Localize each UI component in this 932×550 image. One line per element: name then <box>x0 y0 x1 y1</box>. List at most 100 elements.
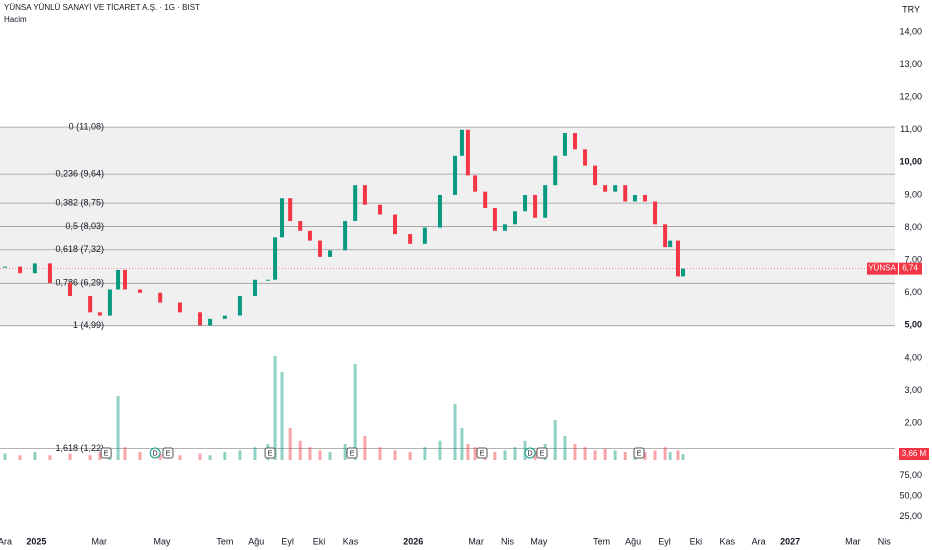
candle <box>572 133 577 150</box>
candle <box>393 214 398 235</box>
fib-label: 1,618 (1,22) <box>55 443 104 453</box>
candle <box>265 279 270 281</box>
candle <box>208 318 213 326</box>
candle <box>116 269 121 290</box>
volume-bar <box>613 450 617 460</box>
candle <box>681 268 686 277</box>
y-tick-label: 5,00 <box>904 320 922 330</box>
volume-bar <box>138 451 142 460</box>
volume-axis-label: 75,00 <box>899 470 922 480</box>
volume-bar <box>198 453 202 460</box>
x-tick-label: Tem <box>216 536 233 546</box>
volume-bar <box>393 450 397 460</box>
volume-bar <box>33 451 37 460</box>
volume-bar <box>298 440 302 460</box>
y-tick-label: 3,00 <box>904 385 922 395</box>
x-tick-label: Nis <box>878 536 891 546</box>
candle <box>668 240 673 248</box>
event-label: E <box>637 450 642 457</box>
volume-bar <box>408 451 412 460</box>
volume-bar <box>593 450 597 460</box>
volume-bar <box>473 447 477 460</box>
candle <box>465 129 470 176</box>
candle <box>653 201 658 225</box>
candle <box>97 312 102 316</box>
y-tick-label: 10,00 <box>899 157 922 167</box>
event-label: D <box>153 450 158 457</box>
y-tick-label: 12,00 <box>899 92 922 102</box>
x-tick-label: Eyl <box>658 536 671 546</box>
volume-tag-box <box>899 448 929 460</box>
candle <box>533 194 538 218</box>
event-label: E <box>166 450 171 457</box>
fib-label: 1 (4,99) <box>73 320 104 330</box>
x-tick-label: Kas <box>343 536 359 546</box>
fib-label: 0,236 (9,64) <box>55 168 104 178</box>
price-tag-box <box>899 262 922 275</box>
y-tick-label: 7,00 <box>904 255 922 265</box>
candle <box>408 234 413 244</box>
candle <box>328 250 333 257</box>
candle <box>47 263 52 283</box>
x-tick-label: Tem <box>593 536 610 546</box>
volume-bar <box>460 427 464 460</box>
price-tag-name-box <box>867 262 898 275</box>
volume-bar <box>288 427 292 460</box>
y-tick-label: 9,00 <box>904 189 922 199</box>
x-tick-label: May <box>154 536 172 546</box>
event-label: D <box>528 450 533 457</box>
event-label: E <box>268 450 273 457</box>
event-marker <box>633 447 645 459</box>
price-tag-name: YÜNSA <box>868 264 896 273</box>
fib-label: 0,618 (7,32) <box>55 244 104 254</box>
volume-bar <box>438 440 442 460</box>
candle <box>513 211 518 225</box>
candle <box>502 224 507 231</box>
candle <box>459 129 464 156</box>
candle <box>593 165 598 186</box>
event-label: E <box>480 450 485 457</box>
volume-bar <box>223 451 227 460</box>
volume-bar <box>18 455 22 460</box>
candle <box>377 204 382 215</box>
volume-bar <box>158 453 162 460</box>
candle <box>643 194 648 202</box>
y-tick-label: 13,00 <box>899 59 922 69</box>
volume-bar <box>178 455 182 460</box>
candle <box>273 237 278 280</box>
volume-bar <box>603 448 607 460</box>
volume-bar <box>493 451 497 460</box>
event-marker <box>476 447 488 459</box>
volume-bar <box>653 450 657 460</box>
event-marker <box>149 447 161 459</box>
candle <box>422 227 427 244</box>
x-tick-label: Eki <box>313 536 326 546</box>
candle <box>362 185 367 205</box>
candle <box>88 296 93 313</box>
event-marker <box>536 447 548 459</box>
volume-bar <box>676 450 680 460</box>
volume-bar <box>88 455 92 460</box>
volume-bar <box>363 435 367 460</box>
x-tick-label: Eki <box>690 536 703 546</box>
x-tick-label: Ağu <box>625 536 641 546</box>
event-marker <box>100 447 112 459</box>
candle <box>523 194 528 212</box>
volume-bar <box>663 447 667 460</box>
candle <box>623 185 628 202</box>
x-tick-label: May <box>530 536 548 546</box>
event-label: E <box>350 450 355 457</box>
candle <box>543 185 548 218</box>
candle <box>298 221 303 231</box>
candle <box>613 185 618 192</box>
candle <box>198 312 203 326</box>
x-tick-label: 2025 <box>26 536 46 546</box>
x-tick-label: Mar <box>845 536 861 546</box>
y-tick-label: 11,00 <box>900 124 922 134</box>
volume-bar <box>328 451 332 460</box>
candle <box>663 224 668 248</box>
volume-bar <box>643 451 647 460</box>
candle <box>317 240 322 257</box>
x-tick-label: 2027 <box>780 536 800 546</box>
